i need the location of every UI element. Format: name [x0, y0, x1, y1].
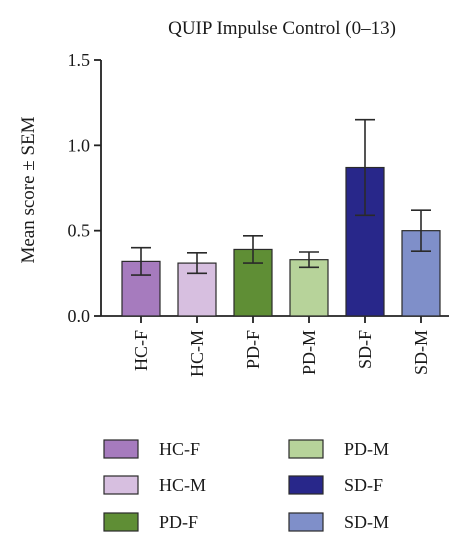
legend-label: PD-F	[159, 512, 198, 532]
x-tick-label: HC-M	[187, 330, 207, 377]
legend-label: HC-F	[159, 439, 200, 459]
bars	[121, 118, 441, 317]
y-tick-label: 1.5	[68, 50, 91, 70]
y-tick-label: 0.0	[68, 306, 91, 326]
x-tick-label: HC-F	[131, 330, 151, 371]
legend: HC-F HC-M PD-F PD-M SD-F SD-M	[103, 439, 389, 532]
legend-label: HC-M	[159, 475, 206, 495]
legend-swatch-sd-m	[288, 512, 324, 532]
axes: 0.0 0.5 1.0 1.5 HC-F HC-M PD-F PD-M SD-F SD-M	[68, 50, 449, 377]
legend-label: SD-M	[344, 512, 389, 532]
legend-swatch-pd-f	[103, 512, 139, 532]
y-tick-label: 0.5	[68, 221, 91, 241]
legend-label: SD-F	[344, 475, 383, 495]
x-tick-label: SD-F	[355, 330, 375, 369]
legend-label: PD-M	[344, 439, 389, 459]
x-tick-label: SD-M	[411, 330, 431, 375]
y-tick-label: 1.0	[68, 135, 91, 155]
legend-swatch-pd-m	[288, 439, 324, 459]
legend-swatch-hc-m	[103, 475, 139, 495]
chart-title: QUIP Impulse Control (0–13)	[168, 18, 396, 39]
legend-swatch-sd-f	[288, 475, 324, 495]
legend-swatch-hc-f	[103, 439, 139, 459]
x-tick-label: PD-F	[243, 330, 263, 369]
y-axis-label: Mean score ± SEM	[18, 116, 39, 263]
x-tick-label: PD-M	[299, 330, 319, 375]
